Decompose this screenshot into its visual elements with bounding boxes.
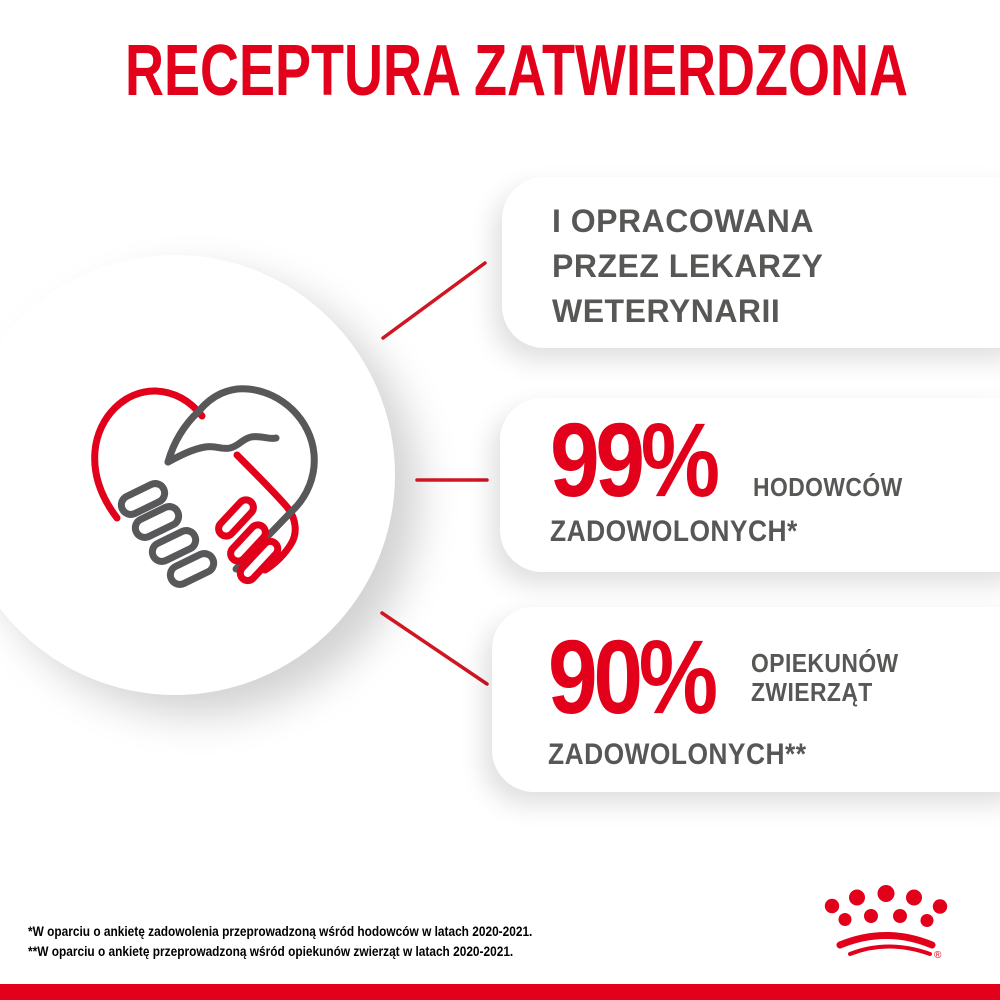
stat-side-label: ZWIERZĄT <box>751 676 873 707</box>
connector-line-top <box>381 261 487 340</box>
stat-bottom-label: ZADOWOLONYCH* <box>550 515 798 548</box>
stat-side-label: HODOWCÓW <box>753 472 903 502</box>
crown-dot <box>864 909 878 923</box>
gray-finger <box>117 480 169 518</box>
gray-finger <box>166 550 218 588</box>
crown-dot <box>849 889 865 906</box>
red-finger <box>227 521 269 565</box>
gray-finger <box>148 527 200 565</box>
crown-dot <box>893 909 907 923</box>
callout-card-breeders: 99% HODOWCÓW ZADOWOLONYCH* <box>500 398 1000 572</box>
callout-text-line: I OPRACOWANA <box>552 203 814 239</box>
crown-arc-thin <box>848 944 932 956</box>
registered-trademark: ® <box>934 950 942 961</box>
crown-dot <box>838 913 852 926</box>
connector-line-bottom <box>380 611 489 686</box>
callout-text-line: PRZEZ LEKARZY <box>552 248 824 284</box>
crown-dot <box>824 898 840 914</box>
red-hand-wrist <box>233 451 299 574</box>
red-finger <box>215 496 257 540</box>
crown-dot <box>932 899 948 914</box>
page-title: RECEPTURA ZATWIERDZONA <box>125 31 908 111</box>
stat-90-percent: 90% <box>548 619 718 736</box>
gray-hand-outline <box>164 385 318 573</box>
stat-bottom-label: ZADOWOLONYCH** <box>548 738 807 771</box>
gray-thumb <box>164 433 280 466</box>
heart-handshake-icon <box>91 385 318 588</box>
stat-99-percent: 99% <box>550 402 720 519</box>
royal-canin-crown-logo: ® <box>824 885 948 961</box>
gray-finger <box>131 503 183 541</box>
crown-arc-thick <box>836 932 936 949</box>
callout-card-owners: 90% OPIEKUNÓW ZWIERZĄT ZADOWOLONYCH** <box>492 607 1000 792</box>
heart-left-lobe <box>91 387 206 522</box>
red-finger <box>236 537 282 585</box>
callout-text-line: WETERYNARII <box>552 293 781 329</box>
footnote-1: *W oparciu o ankietę zadowolenia przepro… <box>28 924 533 939</box>
bottom-red-bar <box>0 984 1000 1000</box>
center-circle-background <box>0 255 395 695</box>
callout-card-vets: I OPRACOWANA PRZEZ LEKARZY WETERYNARII <box>502 177 1000 348</box>
crown-dot <box>906 889 922 906</box>
footnote-2: **W oparciu o ankietę przeprowadzoną wśr… <box>28 944 514 959</box>
stat-side-label: OPIEKUNÓW <box>751 647 899 678</box>
crown-dot <box>877 885 895 902</box>
footnotes: *W oparciu o ankietę zadowolenia przepro… <box>28 922 532 962</box>
crown-dot <box>920 914 934 927</box>
